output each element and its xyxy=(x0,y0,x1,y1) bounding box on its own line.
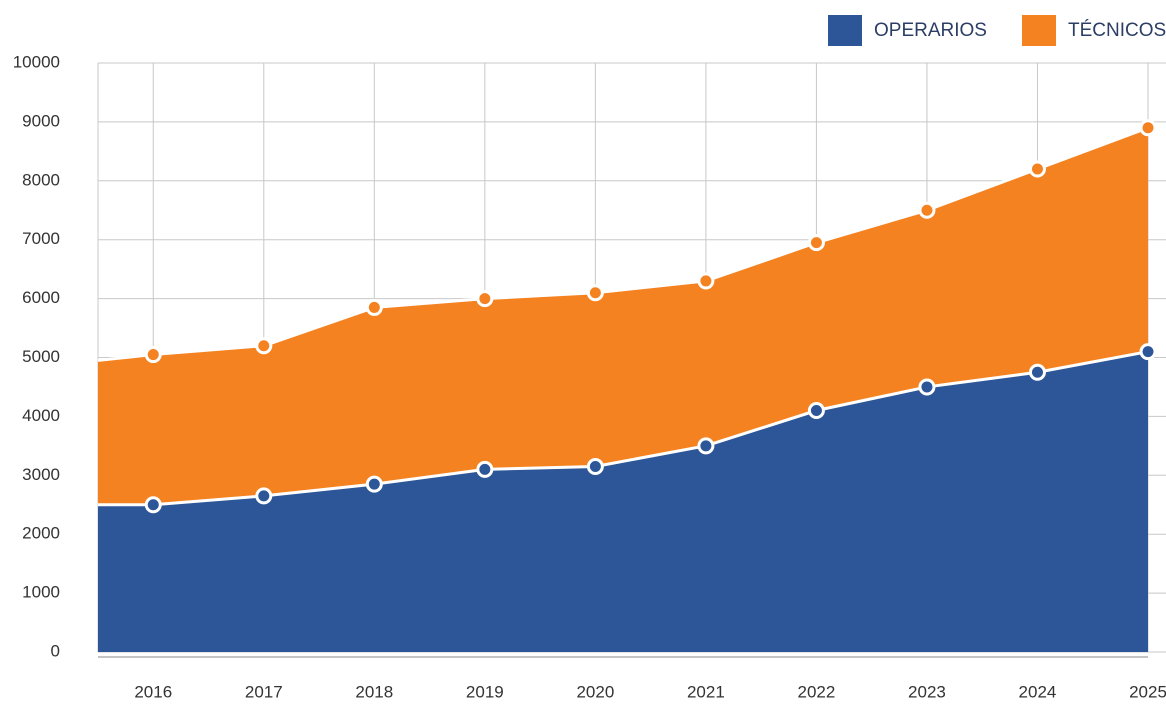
marker xyxy=(476,460,494,478)
marker xyxy=(1028,160,1046,178)
x-tick-label: 2019 xyxy=(466,682,504,701)
legend-item: TÉCNICOS xyxy=(1022,15,1166,46)
x-tick-label: 2018 xyxy=(355,682,393,701)
marker xyxy=(144,496,162,514)
x-tick-label: 2017 xyxy=(245,682,283,701)
marker xyxy=(365,298,383,316)
marker xyxy=(918,201,936,219)
marker xyxy=(144,346,162,364)
legend-swatch xyxy=(828,15,862,46)
y-tick-label: 7000 xyxy=(22,229,60,248)
marker xyxy=(255,337,273,355)
x-tick-label: 2022 xyxy=(798,682,836,701)
marker xyxy=(807,234,825,252)
y-tick-label: 10000 xyxy=(13,52,60,71)
x-tick-label: 2024 xyxy=(1019,682,1057,701)
y-tick-label: 9000 xyxy=(22,111,60,130)
marker xyxy=(586,457,604,475)
x-tick-label: 2025 xyxy=(1129,682,1166,701)
marker xyxy=(1139,119,1157,137)
marker xyxy=(697,272,715,290)
marker xyxy=(476,290,494,308)
marker xyxy=(365,475,383,493)
legend-swatch xyxy=(1022,15,1056,46)
marker xyxy=(255,487,273,505)
y-tick-label: 6000 xyxy=(22,288,60,307)
marker xyxy=(697,437,715,455)
x-tick-label: 2020 xyxy=(576,682,614,701)
y-tick-label: 2000 xyxy=(22,524,60,543)
marker xyxy=(1139,343,1157,361)
x-tick-label: 2021 xyxy=(687,682,725,701)
marker xyxy=(586,284,604,302)
marker xyxy=(918,378,936,396)
y-tick-label: 3000 xyxy=(22,465,60,484)
legend-label: TÉCNICOS xyxy=(1068,20,1166,41)
x-tick-label: 2023 xyxy=(908,682,946,701)
x-tick-label: 2016 xyxy=(134,682,172,701)
legend-item: OPERARIOS xyxy=(828,15,987,46)
marker xyxy=(807,402,825,420)
y-tick-label: 1000 xyxy=(22,583,60,602)
area xyxy=(98,351,1148,652)
y-tick-label: 5000 xyxy=(22,347,60,366)
legend-label: OPERARIOS xyxy=(874,20,987,41)
area xyxy=(98,127,1148,505)
y-tick-label: 4000 xyxy=(22,406,60,425)
y-tick-label: 0 xyxy=(51,641,60,660)
y-tick-label: 8000 xyxy=(22,170,60,189)
marker xyxy=(1028,363,1046,381)
